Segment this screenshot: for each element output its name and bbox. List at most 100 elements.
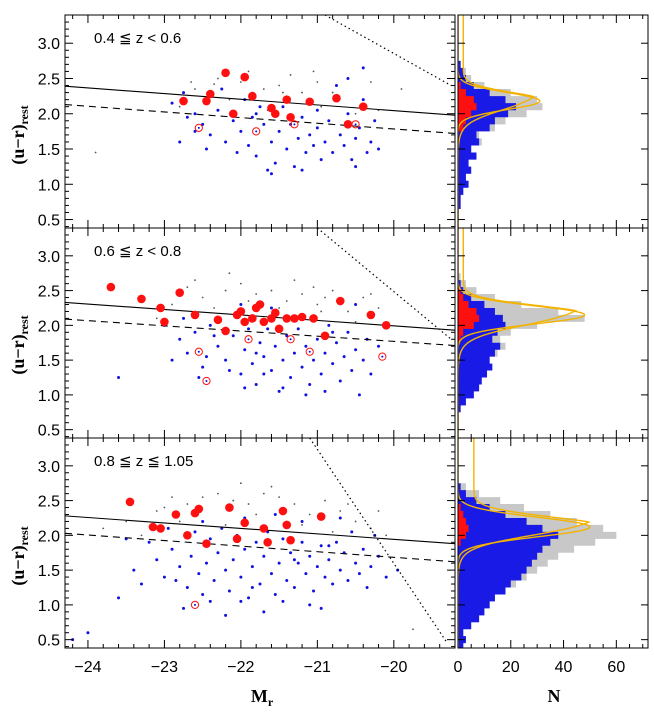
dotted-limit-line [316, 228, 452, 340]
grey-point [171, 496, 173, 499]
x-tick-label: −23 [151, 659, 178, 676]
red-point [270, 109, 280, 119]
blue-point [258, 341, 262, 345]
grey-point [224, 289, 227, 292]
y-tick-label: 2.0 [38, 107, 60, 124]
blue-point [346, 579, 350, 583]
red-point [286, 535, 295, 545]
red-point [228, 109, 238, 119]
grey-point [312, 286, 315, 289]
blue-point [350, 369, 354, 373]
red-open-point [202, 376, 211, 386]
grey-point [354, 320, 357, 323]
red-open-point-center [247, 338, 250, 341]
blue-point [285, 147, 289, 151]
red-point [305, 97, 315, 107]
scatter-layer [65, 228, 455, 397]
grey-point [331, 91, 334, 94]
blue-point [308, 603, 312, 607]
red-open-point-center [255, 130, 258, 133]
redshift-label: 0.6 ≦ z < 0.8 [94, 243, 181, 260]
blue-point [266, 168, 270, 172]
plot-area: 0.5 1.0 1.5 2.0 2.5 3.0 0.4 ≦ z < 0.6 0.5 1.0 1.5… [38, 14, 649, 676]
y-tick-label: 2.5 [38, 494, 60, 511]
y-tick-label: 2.5 [38, 71, 60, 88]
y-axis-label-top: (u−r)rest [8, 105, 31, 164]
blue-point [304, 393, 308, 397]
blue-point [254, 351, 258, 355]
blue-point [174, 579, 178, 583]
histogram-layer [458, 228, 586, 438]
histogram-frame [457, 437, 649, 649]
blue-point [243, 348, 247, 352]
red-point [148, 522, 158, 532]
grey-point [377, 307, 380, 309]
grey-point [412, 628, 414, 631]
redshift-label: 0.8 ≦ z ≦ 1.05 [94, 453, 193, 470]
blue-point [281, 358, 285, 362]
blue-point [285, 579, 289, 583]
red-point [221, 68, 230, 78]
grey-point [312, 70, 315, 73]
blue-point [201, 519, 205, 523]
blue-point [319, 544, 323, 548]
grey-point [239, 282, 242, 285]
blue-point [354, 165, 358, 169]
blue-point [277, 129, 281, 133]
blue-point [170, 101, 174, 105]
red-point [156, 303, 165, 313]
red-point [358, 102, 368, 111]
red-point [125, 497, 135, 507]
blue-point [292, 586, 296, 590]
blue-point [235, 151, 239, 155]
red-point [175, 288, 185, 297]
grey-point [278, 496, 281, 499]
grey-point [320, 310, 323, 313]
red-point [259, 317, 269, 327]
red-point [274, 324, 284, 334]
x-tick-label: −20 [380, 659, 407, 676]
blue-point [227, 589, 231, 593]
blue-point [170, 547, 174, 551]
blue-point [155, 558, 159, 562]
red-open-point [378, 352, 387, 361]
grey-point [377, 510, 380, 512]
blue-point [231, 119, 235, 123]
blue-point [327, 323, 331, 327]
blue-point [323, 575, 327, 579]
blue-point [365, 586, 369, 590]
blue-point [208, 133, 212, 137]
grey-point [316, 303, 319, 306]
blue-point [281, 537, 285, 541]
red-open-point [305, 347, 314, 356]
dotted-limit-line [324, 15, 452, 87]
blue-point [262, 372, 266, 376]
blue-point [319, 372, 323, 376]
blue-point [269, 369, 273, 373]
blue-point [354, 302, 358, 306]
blue-point [224, 613, 228, 617]
blue-point [312, 358, 316, 362]
grey-point [247, 70, 250, 73]
grey-point [301, 293, 303, 295]
grey-point [239, 482, 242, 485]
red-open-point [194, 123, 203, 132]
blue-point [346, 330, 350, 334]
red-point [156, 524, 165, 533]
blue-point [357, 393, 361, 397]
grey-point [369, 81, 372, 83]
grey-point [213, 307, 216, 309]
blue-point [354, 561, 358, 565]
blue-point [289, 376, 293, 380]
red-point [221, 326, 230, 336]
blue-point [216, 344, 220, 348]
y-tick-label: 1.5 [38, 563, 60, 580]
red-point [297, 312, 307, 322]
blue-point [304, 151, 308, 155]
red-open-point-center [293, 123, 296, 126]
blue-point [327, 544, 331, 548]
dotted-limit-line [309, 438, 448, 644]
blue-point [350, 530, 354, 534]
grey-point [301, 91, 303, 94]
blue-point [384, 575, 388, 579]
